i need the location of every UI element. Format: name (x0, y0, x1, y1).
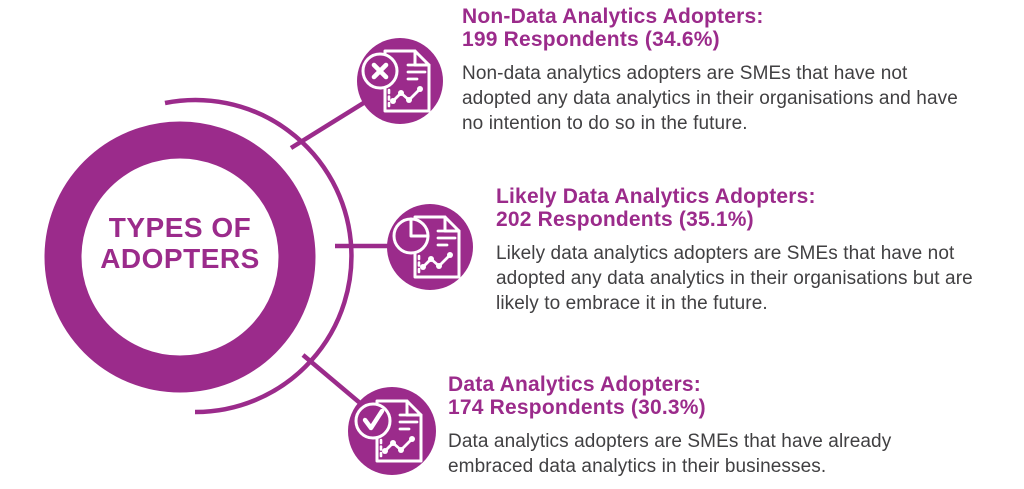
pie-chart-icon (409, 217, 430, 238)
adopter-block-adopters: Data Analytics Adopters: 174 Respondents… (448, 373, 918, 479)
check-mark-icon (362, 408, 385, 431)
adopter-block-likely-adopters: Likely Data Analytics Adopters: 202 Resp… (496, 185, 1011, 316)
adopter-respondents: 199 Respondents (34.6%) (462, 28, 720, 51)
document-pie-trend-icon (387, 204, 473, 290)
adopter-title: Data Analytics Adopters: (448, 373, 701, 396)
adopter-description: Non-data analytics adopters are SMEs tha… (462, 63, 958, 134)
x-mark-icon (371, 62, 389, 80)
adopter-respondents: 202 Respondents (35.1%) (496, 208, 754, 231)
adopter-title: Likely Data Analytics Adopters: (496, 185, 816, 208)
adopter-title: Non-Data Analytics Adopters: (462, 5, 764, 28)
adopter-block-non-adopters: Non-Data Analytics Adopters: 199 Respond… (462, 5, 967, 136)
hub-outer-arc (164, 97, 354, 415)
document-x-trend-icon (357, 38, 443, 124)
hub-label-line1: TYPES OF (109, 212, 251, 243)
adopter-description: Data analytics adopters are SMEs that ha… (448, 431, 892, 477)
hub-label-line2: ADOPTERS (100, 243, 260, 274)
hub-ring (44, 121, 316, 393)
document-check-trend-icon (348, 387, 436, 475)
adopter-respondents: 174 Respondents (30.3%) (448, 396, 706, 419)
adopter-description: Likely data analytics adopters are SMEs … (496, 243, 973, 314)
